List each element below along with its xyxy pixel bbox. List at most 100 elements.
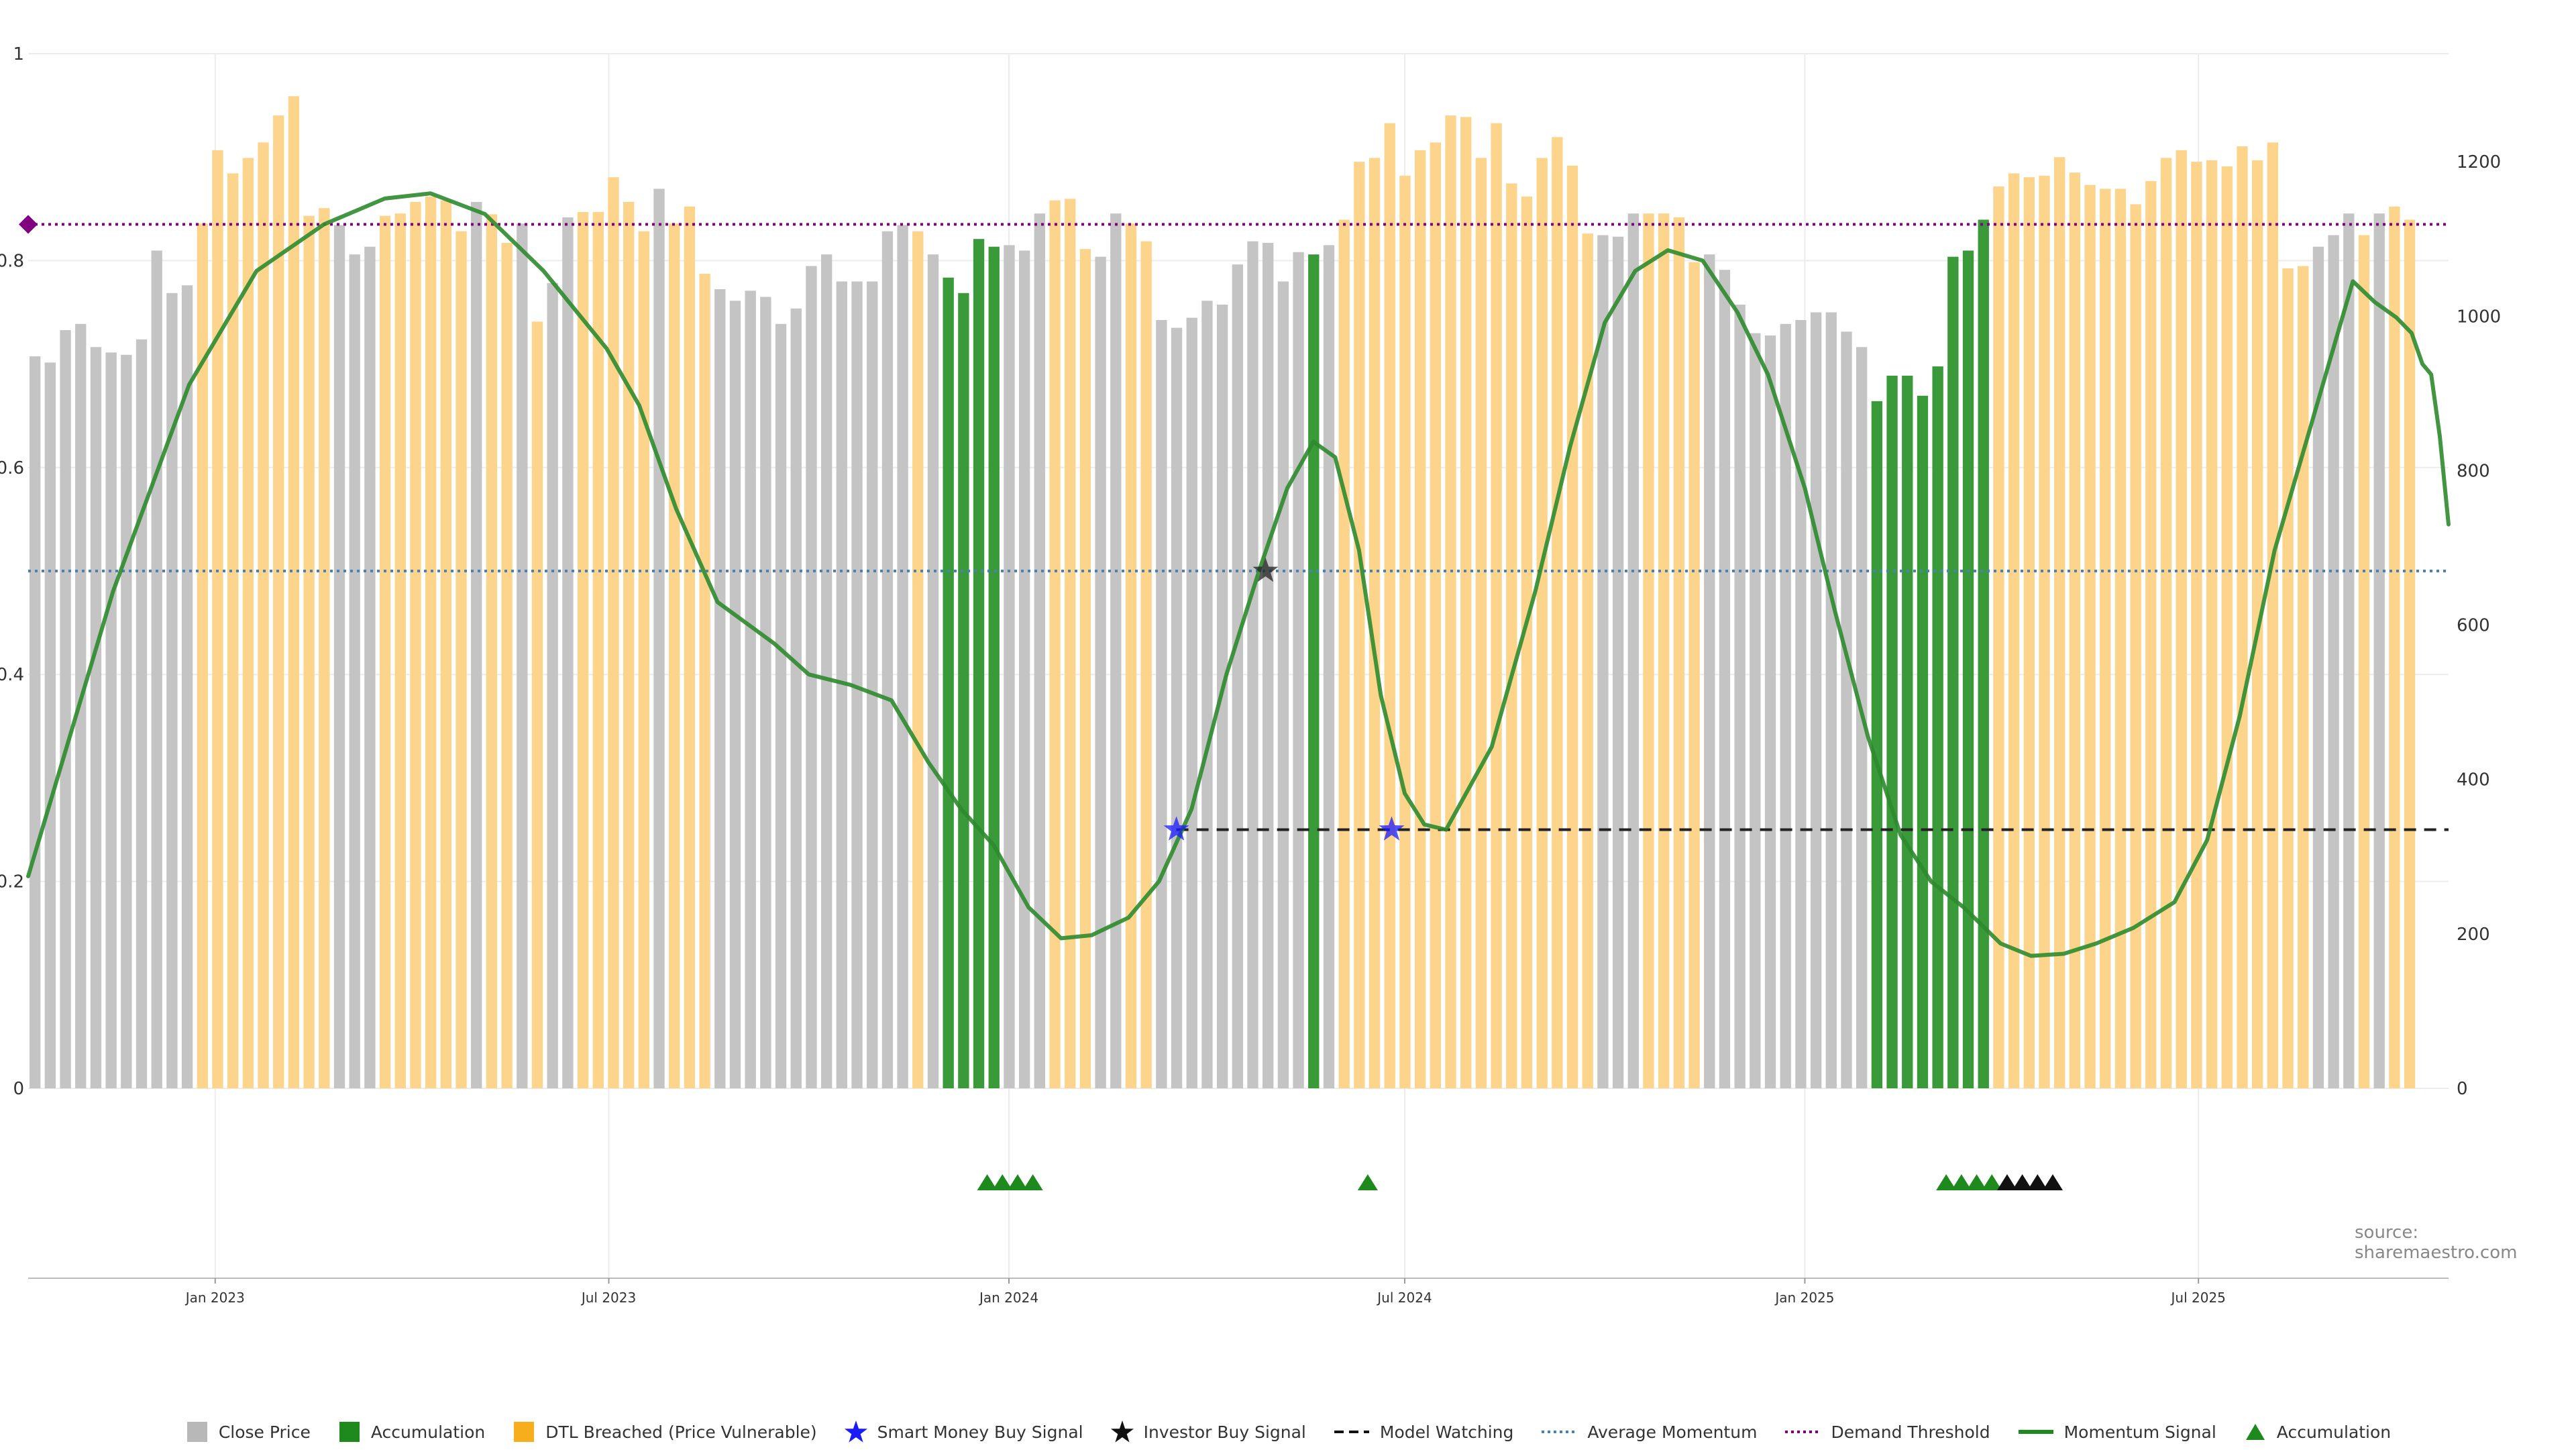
legend-label: Model Watching: [1379, 1422, 1514, 1442]
price-bar: [2008, 173, 2020, 1088]
price-bar: [1201, 301, 1213, 1089]
price-bar: [349, 254, 360, 1088]
x-tick-label: Jul 2023: [580, 1290, 636, 1306]
price-bar: [425, 196, 437, 1088]
price-bar: [1658, 213, 1670, 1088]
price-bar: [1841, 331, 1852, 1088]
price-bar: [729, 301, 741, 1089]
price-bar: [1110, 213, 1122, 1088]
legend-item: Accumulation: [2243, 1420, 2391, 1444]
right-tick-label: 400: [2457, 770, 2490, 790]
legend-swatch: [2018, 1430, 2053, 1434]
left-tick-label: 0.2: [0, 872, 24, 892]
price-bar: [1734, 304, 1746, 1088]
smart-money-buy-signal: [1379, 816, 1405, 841]
price-bar: [1247, 241, 1258, 1088]
right-tick-label: 1200: [2457, 152, 2501, 172]
legend-item: Smart Money Buy Signal: [844, 1420, 1083, 1444]
legend-label: Smart Money Buy Signal: [877, 1422, 1083, 1442]
price-bar: [1688, 262, 1700, 1088]
price-bar: [2389, 206, 2400, 1088]
price-bar: [166, 293, 178, 1089]
price-bar: [1825, 312, 1837, 1088]
price-bar: [1399, 175, 1411, 1089]
legend-label: Momentum Signal: [2063, 1422, 2216, 1442]
price-bar: [714, 289, 726, 1089]
left-tick-label: 1: [13, 44, 24, 64]
price-bar: [1627, 213, 1639, 1088]
price-bar: [1430, 142, 1441, 1088]
legend-swatch: [1785, 1431, 1821, 1433]
price-bar: [1460, 117, 1472, 1088]
price-bar: [881, 231, 894, 1088]
price-bar: [1384, 123, 1395, 1089]
price-bar: [1491, 123, 1502, 1089]
price-bar: [394, 213, 406, 1088]
price-bar: [2039, 175, 2050, 1089]
right-axis-ticks: 0 200 400 600 800 1000 1200: [2457, 152, 2501, 1099]
legend-swatch: [339, 1422, 360, 1442]
price-bar: [333, 225, 345, 1088]
left-axis-ticks: 0 0.2 0.4 0.6 0.8 1: [0, 44, 24, 1099]
price-bar: [1917, 395, 1929, 1089]
price-bar: [943, 277, 954, 1088]
price-bar: [608, 177, 619, 1089]
price-bar: [2358, 235, 2370, 1088]
price-bar: [2069, 172, 2081, 1088]
left-tick-label: 0.4: [0, 665, 24, 685]
legend-swatch: [844, 1420, 867, 1443]
price-bar: [958, 293, 969, 1089]
price-bar: [455, 231, 467, 1088]
price-bar: [836, 281, 848, 1088]
price-bar: [486, 214, 498, 1088]
accumulation-triangle: [1996, 1174, 2017, 1190]
price-bar: [2084, 185, 2096, 1089]
x-tick-label: Jan 2025: [1774, 1290, 1834, 1306]
price-bar: [577, 211, 589, 1089]
price-bar: [638, 231, 650, 1088]
price-bar: [684, 206, 696, 1088]
x-tick-label: Jul 2024: [1376, 1290, 1432, 1306]
left-tick-label: 0: [13, 1079, 24, 1099]
price-bar: [760, 297, 771, 1088]
legend-item: DTL Breached (Price Vulnerable): [512, 1420, 817, 1444]
price-bar: [1552, 137, 1563, 1088]
price-bar: [242, 158, 254, 1089]
price-bar: [2343, 213, 2355, 1088]
legend-swatch: [1334, 1431, 1369, 1433]
price-bar: [851, 281, 863, 1088]
legend-symbol: [1110, 1420, 1134, 1443]
momentum-signal-line: [26, 191, 2451, 958]
price-bar: [669, 223, 680, 1088]
price-bar: [258, 142, 269, 1088]
price-bar: [44, 362, 56, 1088]
price-bar: [30, 356, 41, 1088]
x-tick-label: Jan 2024: [978, 1290, 1038, 1306]
accumulation-triangle: [1357, 1174, 1378, 1190]
accumulation-triangle: [2043, 1174, 2063, 1190]
price-bar: [2114, 189, 2127, 1088]
price-bar: [820, 254, 833, 1088]
price-bar: [1125, 223, 1137, 1088]
price-bar: [410, 201, 421, 1088]
legend-symbol: [514, 1422, 535, 1442]
price-bar: [2023, 177, 2035, 1089]
legend: Close Price Accumulation DTL Breached (Pri…: [0, 1420, 2576, 1444]
legend-item: Momentum Signal: [2017, 1420, 2216, 1444]
legend-label: DTL Breached (Price Vulnerable): [545, 1422, 817, 1442]
price-bar: [1795, 320, 1807, 1089]
price-bar: [745, 291, 756, 1089]
price-bar: [1764, 335, 1776, 1088]
price-bar: [1886, 375, 1898, 1088]
accumulation-triangle: [992, 1174, 1013, 1190]
left-tick-label: 0.6: [0, 458, 24, 478]
price-bar: [1947, 256, 1959, 1089]
price-bar: [1750, 333, 1761, 1088]
price-bar: [1293, 252, 1304, 1088]
accumulation-triangle: [1007, 1174, 1028, 1190]
price-bar: [1506, 183, 1517, 1088]
price-bar: [653, 189, 665, 1088]
price-bar: [988, 246, 1000, 1089]
